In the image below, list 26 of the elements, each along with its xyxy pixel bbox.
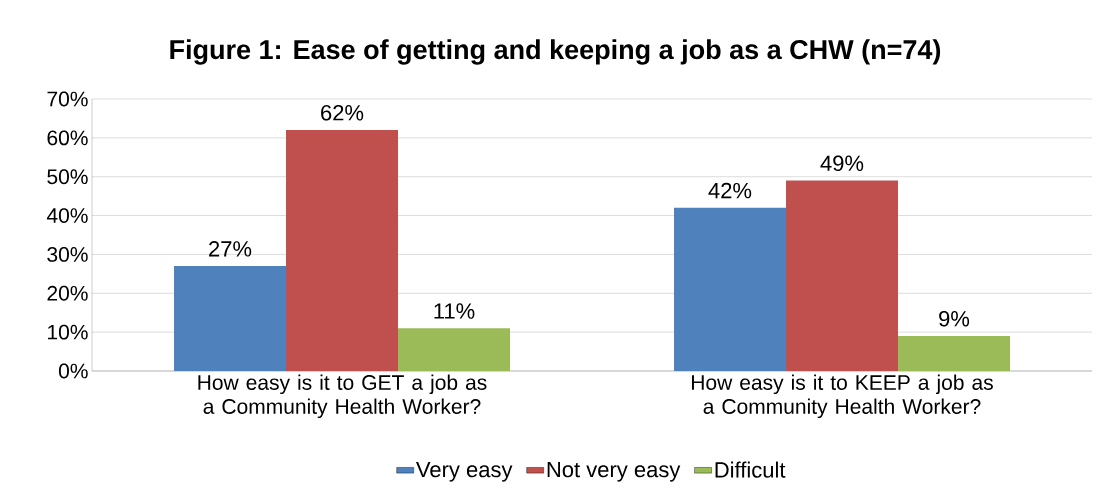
data-label: 62% xyxy=(321,105,364,121)
data-label: 49% xyxy=(820,155,864,172)
y-tick-label: 0% xyxy=(58,363,88,379)
bar xyxy=(174,266,286,371)
y-tick-label: 60% xyxy=(47,130,88,146)
bar xyxy=(897,336,1010,371)
x-tick-label: How easy is it to KEEP a job as a Community Health Worker? xyxy=(691,374,993,419)
y-tick-label: 70% xyxy=(47,91,88,107)
legend-label: Not very easy xyxy=(547,461,681,482)
y-tick-label: 10% xyxy=(48,324,88,340)
chart-title: Figure 1: Ease of getting and keeping a job as a CHW (n=74) xyxy=(170,39,941,65)
bar xyxy=(785,180,898,371)
x-tick-label: How easy is it to GET a job as a Community Health Worker? xyxy=(198,374,487,419)
data-label: 11% xyxy=(434,303,475,319)
y-tick-label: 50% xyxy=(47,169,88,185)
y-tick-label: 20% xyxy=(47,285,88,301)
data-label: 27% xyxy=(209,241,252,257)
bar xyxy=(286,130,398,371)
bar xyxy=(398,328,510,371)
y-tick-label: 30% xyxy=(47,247,88,262)
y-tick-label: 40% xyxy=(46,208,88,224)
bar xyxy=(673,207,786,371)
data-label: 9% xyxy=(939,310,970,327)
legend-label: Difficult xyxy=(715,461,786,478)
data-label: 42% xyxy=(708,182,752,199)
legend-label: Very easy xyxy=(415,461,513,482)
